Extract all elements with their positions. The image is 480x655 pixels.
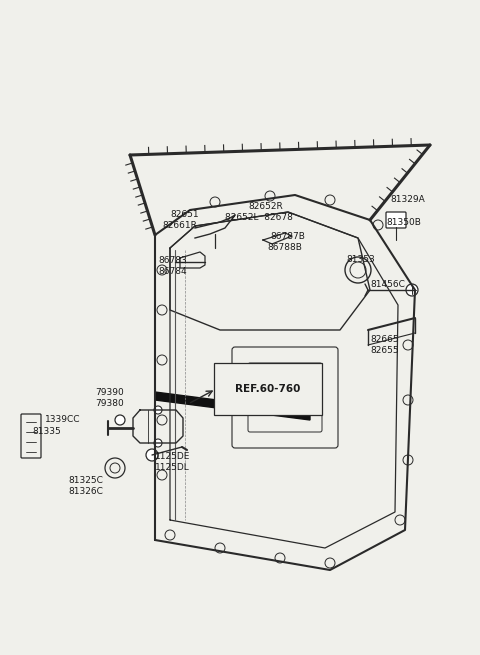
Text: 81335: 81335: [32, 427, 61, 436]
Circle shape: [406, 284, 418, 296]
Text: 81350B: 81350B: [386, 218, 421, 227]
Text: 82661R: 82661R: [162, 221, 197, 230]
Text: 1125DE: 1125DE: [155, 452, 191, 461]
Text: REF.60-760: REF.60-760: [239, 385, 297, 395]
Text: 81353: 81353: [346, 255, 375, 264]
Text: 82651: 82651: [170, 210, 199, 219]
Text: 79390: 79390: [95, 388, 124, 397]
Text: 81326C: 81326C: [68, 487, 103, 496]
Circle shape: [146, 449, 158, 461]
Text: 81329A: 81329A: [390, 195, 425, 204]
Text: 81456C: 81456C: [370, 280, 405, 289]
Text: 79380: 79380: [95, 399, 124, 408]
Text: 82652L  82678: 82652L 82678: [225, 213, 293, 222]
Text: 86788B: 86788B: [267, 243, 302, 252]
Circle shape: [154, 439, 162, 447]
Text: 82655: 82655: [370, 346, 398, 355]
Text: 82665: 82665: [370, 335, 398, 344]
Circle shape: [115, 415, 125, 425]
Text: 1125DL: 1125DL: [155, 463, 190, 472]
Text: 86784: 86784: [158, 267, 187, 276]
Text: 82652R: 82652R: [248, 202, 283, 211]
FancyBboxPatch shape: [386, 212, 406, 228]
Text: 86787B: 86787B: [270, 232, 305, 241]
Circle shape: [154, 406, 162, 414]
Text: REF.60-760: REF.60-760: [235, 384, 300, 394]
Text: 81325C: 81325C: [68, 476, 103, 485]
Text: 1339CC: 1339CC: [45, 415, 81, 424]
Polygon shape: [155, 392, 310, 420]
Text: 86783: 86783: [158, 256, 187, 265]
